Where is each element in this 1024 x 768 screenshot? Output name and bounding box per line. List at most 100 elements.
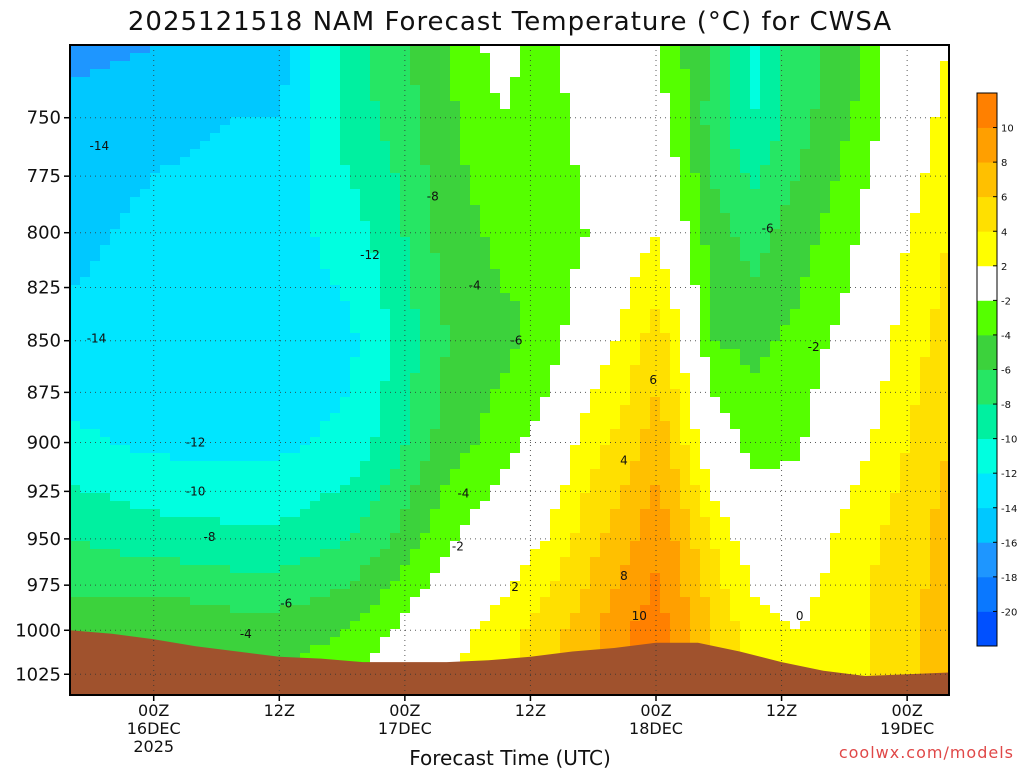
temperature-cell: [270, 445, 281, 454]
temperature-cell: [310, 541, 321, 550]
temperature-cell: [390, 317, 401, 326]
temperature-cell: [640, 325, 651, 334]
temperature-cell: [160, 477, 171, 486]
temperature-cell: [80, 45, 91, 54]
temperature-cell: [420, 405, 431, 414]
temperature-cell: [600, 117, 611, 126]
temperature-cell: [340, 413, 351, 422]
temperature-cell: [530, 181, 541, 190]
temperature-cell: [150, 301, 161, 310]
temperature-cell: [530, 469, 541, 478]
temperature-cell: [410, 517, 421, 526]
temperature-cell: [300, 341, 311, 350]
temperature-cell: [410, 125, 421, 134]
temperature-cell: [660, 325, 671, 334]
temperature-cell: [220, 557, 231, 566]
temperature-cell: [410, 549, 421, 558]
temperature-cell: [380, 453, 391, 462]
temperature-cell: [380, 197, 391, 206]
temperature-cell: [590, 261, 601, 270]
temperature-cell: [550, 317, 561, 326]
temperature-cell: [430, 157, 441, 166]
temperature-cell: [520, 221, 531, 230]
temperature-cell: [570, 461, 581, 470]
temperature-cell: [410, 541, 421, 550]
temperature-cell: [520, 117, 531, 126]
temperature-cell: [540, 245, 551, 254]
temperature-cell: [240, 293, 251, 302]
temperature-cell: [300, 517, 311, 526]
temperature-cell: [460, 333, 471, 342]
temperature-cell: [410, 117, 421, 126]
temperature-cell: [210, 557, 221, 566]
temperature-cell: [670, 317, 681, 326]
temperature-cell: [220, 597, 231, 606]
temperature-cell: [550, 397, 561, 406]
temperature-cell: [550, 405, 561, 414]
temperature-cell: [490, 221, 501, 230]
temperature-cell: [210, 293, 221, 302]
temperature-cell: [550, 541, 561, 550]
temperature-cell: [130, 493, 141, 502]
temperature-cell: [80, 117, 91, 126]
temperature-cell: [360, 429, 371, 438]
temperature-cell: [140, 621, 151, 630]
temperature-cell: [200, 77, 211, 86]
temperature-cell: [540, 93, 551, 102]
temperature-cell: [520, 45, 531, 54]
temperature-cell: [490, 77, 501, 86]
temperature-cell: [450, 509, 461, 518]
temperature-cell: [240, 389, 251, 398]
temperature-cell: [80, 157, 91, 166]
temperature-cell: [370, 157, 381, 166]
temperature-cell: [220, 525, 231, 534]
temperature-cell: [510, 197, 521, 206]
temperature-cell: [90, 541, 101, 550]
temperature-cell: [140, 285, 151, 294]
temperature-cell: [570, 573, 581, 582]
temperature-cell: [500, 493, 511, 502]
temperature-cell: [480, 101, 491, 110]
temperature-cell: [570, 373, 581, 382]
temperature-cell: [660, 157, 671, 166]
temperature-cell: [450, 229, 461, 238]
temperature-cell: [270, 149, 281, 158]
temperature-cell: [130, 285, 141, 294]
temperature-cell: [100, 301, 111, 310]
temperature-cell: [600, 333, 611, 342]
temperature-cell: [640, 605, 651, 614]
temperature-cell: [180, 365, 191, 374]
temperature-cell: [130, 557, 141, 566]
temperature-cell: [120, 549, 131, 558]
temperature-cell: [320, 261, 331, 270]
temperature-cell: [640, 557, 651, 566]
temperature-cell: [120, 349, 131, 358]
temperature-cell: [470, 597, 481, 606]
temperature-cell: [300, 525, 311, 534]
temperature-cell: [470, 557, 481, 566]
temperature-cell: [250, 205, 261, 214]
temperature-cell: [200, 245, 211, 254]
temperature-cell: [620, 101, 631, 110]
temperature-cell: [150, 205, 161, 214]
temperature-cell: [180, 509, 191, 518]
temperature-cell: [480, 485, 491, 494]
temperature-cell: [90, 589, 101, 598]
temperature-cell: [320, 541, 331, 550]
temperature-cell: [200, 325, 211, 334]
temperature-cell: [190, 309, 201, 318]
temperature-cell: [480, 397, 491, 406]
temperature-cell: [590, 405, 601, 414]
temperature-cell: [230, 421, 241, 430]
temperature-cell: [660, 437, 671, 446]
temperature-cell: [200, 301, 211, 310]
temperature-cell: [420, 453, 431, 462]
temperature-cell: [240, 605, 251, 614]
temperature-cell: [280, 565, 291, 574]
temperature-cell: [670, 541, 681, 550]
temperature-cell: [230, 525, 241, 534]
temperature-cell: [530, 333, 541, 342]
temperature-cell: [540, 133, 551, 142]
temperature-cell: [670, 237, 681, 246]
temperature-cell: [340, 77, 351, 86]
